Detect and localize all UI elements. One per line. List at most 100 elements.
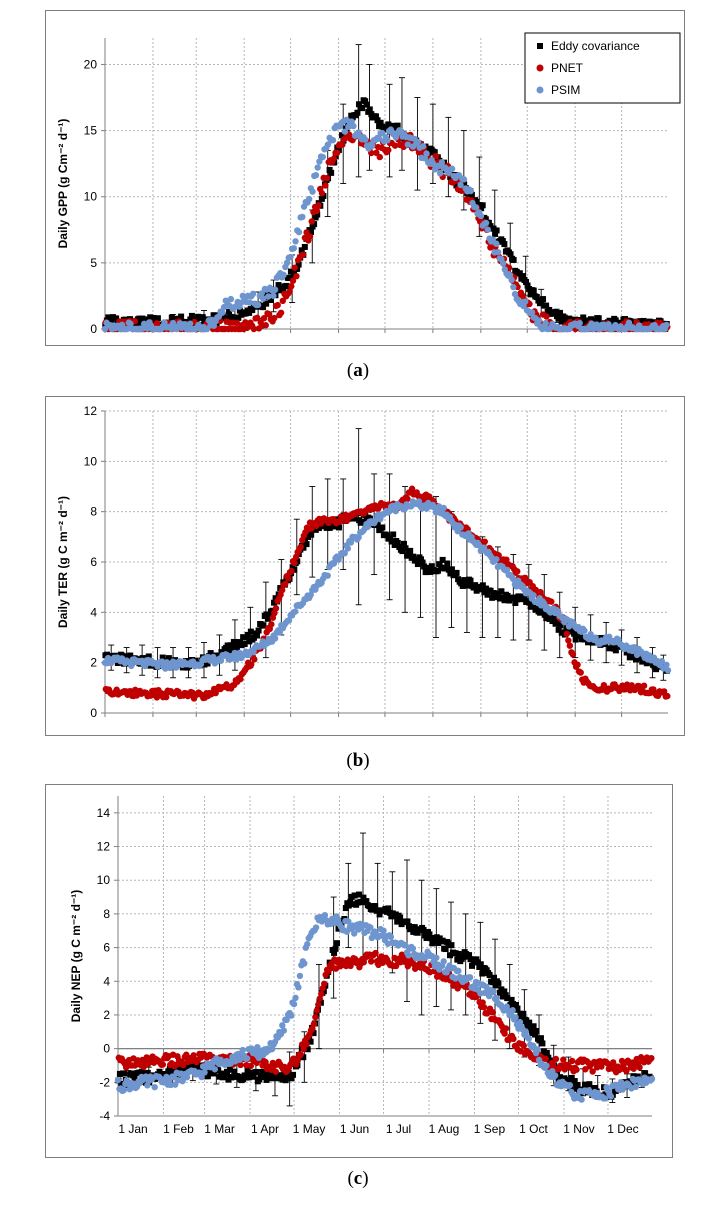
data-point xyxy=(460,176,468,183)
data-point xyxy=(341,128,349,135)
data-point xyxy=(331,523,338,530)
data-point xyxy=(147,314,154,321)
data-point xyxy=(104,651,111,658)
data-point xyxy=(405,952,412,959)
x-tick-label: 1 Mar xyxy=(204,1122,235,1136)
y-tick-label: 8 xyxy=(90,505,97,519)
data-point xyxy=(467,187,474,195)
data-point xyxy=(501,241,508,248)
data-point xyxy=(246,638,253,645)
data-point xyxy=(254,632,261,639)
y-axis-title: Daily NEP (g C m⁻² d⁻¹) xyxy=(69,890,83,1022)
data-point xyxy=(383,532,390,539)
data-point xyxy=(404,141,412,148)
legend-label: PSIM xyxy=(551,83,580,97)
data-point xyxy=(372,113,379,120)
data-point xyxy=(315,202,322,209)
data-point xyxy=(563,630,570,638)
data-point xyxy=(399,548,406,555)
y-axis-title: Daily GPP (g Cm⁻² d⁻¹) xyxy=(56,119,70,249)
data-point xyxy=(313,207,321,215)
data-point xyxy=(235,314,242,321)
data-point xyxy=(468,191,475,198)
data-point xyxy=(159,654,166,661)
data-point xyxy=(637,318,644,325)
data-point xyxy=(542,1055,549,1063)
data-point xyxy=(307,591,314,599)
data-point xyxy=(494,248,502,256)
data-point xyxy=(541,611,548,618)
x-tick-label: 1 Nov xyxy=(563,1122,594,1136)
data-point xyxy=(268,621,275,628)
data-point xyxy=(260,314,268,322)
data-point xyxy=(439,556,446,563)
data-point xyxy=(404,495,411,503)
data-point xyxy=(493,594,500,601)
data-point xyxy=(555,626,562,633)
data-point xyxy=(328,169,335,176)
data-point xyxy=(315,525,322,532)
data-point xyxy=(248,661,255,668)
data-point xyxy=(448,165,456,172)
data-point xyxy=(481,538,488,545)
data-point xyxy=(165,655,172,662)
data-point xyxy=(271,286,279,293)
data-point xyxy=(233,644,240,651)
data-point xyxy=(607,1093,615,1100)
data-point xyxy=(285,575,292,582)
y-tick-label: 8 xyxy=(103,907,110,921)
data-point xyxy=(499,260,507,267)
data-point xyxy=(400,540,407,547)
data-point xyxy=(552,309,559,316)
data-point xyxy=(540,608,547,615)
data-point xyxy=(380,927,387,934)
data-point xyxy=(287,253,294,261)
data-point xyxy=(504,592,511,599)
data-point xyxy=(271,635,279,642)
data-point xyxy=(311,221,318,228)
data-point xyxy=(508,276,515,284)
data-point xyxy=(455,967,462,975)
data-point xyxy=(480,1004,488,1011)
data-point xyxy=(625,319,633,327)
data-point xyxy=(262,322,269,329)
data-point xyxy=(254,301,262,309)
data-point xyxy=(394,122,401,129)
x-tick-label: 1 Dec xyxy=(607,1122,638,1136)
data-point xyxy=(407,547,414,554)
series-pnet xyxy=(115,949,655,1076)
data-point xyxy=(336,524,343,531)
data-point xyxy=(266,290,273,297)
x-tick-label: 1 May xyxy=(293,1122,326,1136)
data-point xyxy=(279,297,286,305)
data-point xyxy=(292,994,299,1002)
data-point xyxy=(305,195,313,203)
data-point xyxy=(290,245,298,252)
data-point xyxy=(258,290,265,297)
data-point xyxy=(661,688,668,695)
data-point xyxy=(219,309,226,316)
data-point xyxy=(374,522,381,529)
data-point xyxy=(263,611,270,618)
x-tick-label: 1 Sep xyxy=(474,1122,506,1136)
data-point xyxy=(250,325,258,333)
y-tick-label: 6 xyxy=(103,941,110,955)
data-point xyxy=(190,315,197,322)
data-point xyxy=(362,136,369,143)
y-tick-label: 0 xyxy=(103,1042,110,1056)
chart-a-gpp: 0 5 10 15 20 Daily GPP (g Cm⁻² d⁻¹) Eddy covar… xyxy=(56,32,681,336)
data-point xyxy=(409,945,417,952)
legend-marker xyxy=(536,64,544,72)
data-point xyxy=(484,226,492,233)
data-point xyxy=(473,587,480,594)
data-point xyxy=(436,170,444,177)
data-point xyxy=(161,319,168,326)
data-point xyxy=(453,569,460,576)
data-point xyxy=(495,980,502,987)
data-point xyxy=(499,238,506,245)
data-point xyxy=(473,198,480,205)
data-point xyxy=(498,588,505,595)
data-point xyxy=(533,294,540,301)
data-point xyxy=(239,1046,246,1054)
